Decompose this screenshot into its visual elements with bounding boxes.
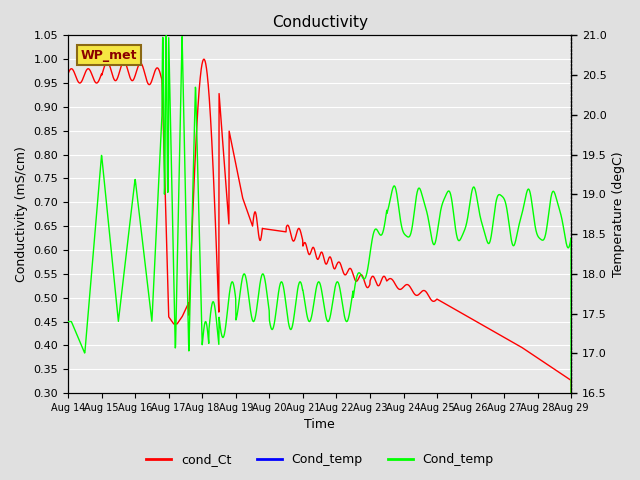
Text: WP_met: WP_met — [81, 48, 137, 61]
Legend: cond_Ct, Cond_temp, Cond_temp: cond_Ct, Cond_temp, Cond_temp — [141, 448, 499, 471]
X-axis label: Time: Time — [304, 419, 335, 432]
Title: Conductivity: Conductivity — [271, 15, 367, 30]
Y-axis label: Conductivity (mS/cm): Conductivity (mS/cm) — [15, 146, 28, 282]
Y-axis label: Temperature (degC): Temperature (degC) — [612, 151, 625, 277]
